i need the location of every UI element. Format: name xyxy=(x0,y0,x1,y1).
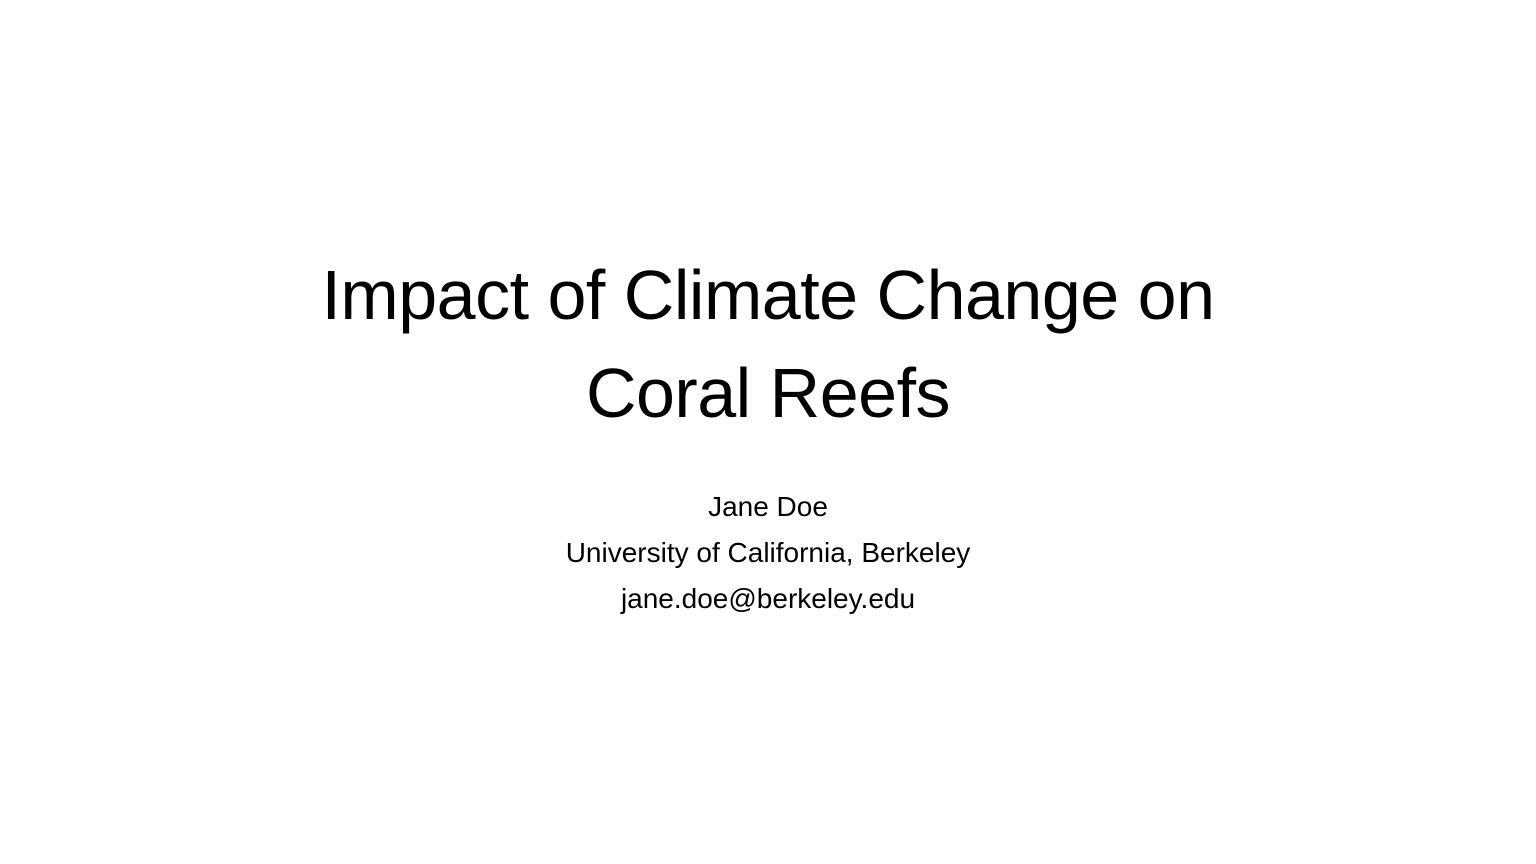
author-name: Jane Doe xyxy=(708,491,828,522)
author-affiliation: University of California, Berkeley xyxy=(565,537,971,568)
slide-title: Impact of Climate Change on Coral Reefs xyxy=(0,246,1536,442)
slide-title-line-2: Coral Reefs xyxy=(585,354,951,432)
slide-title-line-1: Impact of Climate Change on xyxy=(321,256,1215,334)
author-email: jane.doe@berkeley.edu xyxy=(620,583,916,614)
slide-subtitle: Jane Doe University of California, Berke… xyxy=(0,484,1536,622)
